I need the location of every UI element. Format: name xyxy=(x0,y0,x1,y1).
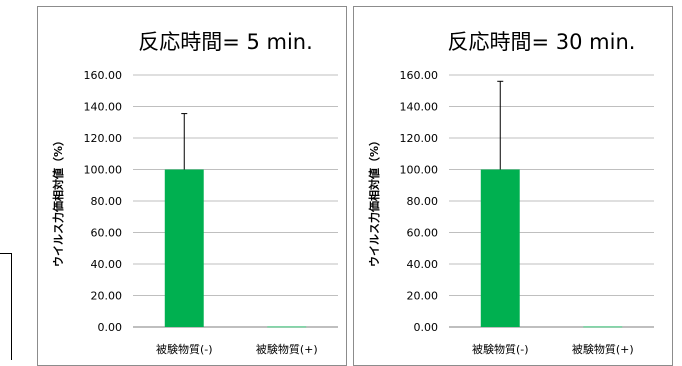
y-tick-label: 80.00 xyxy=(91,195,123,208)
x-tick-label: 被験物質(-) xyxy=(472,342,529,356)
y-axis-label: ウイルス力価相対値（%） xyxy=(367,135,381,267)
y-tick-label: 20.00 xyxy=(407,290,439,303)
y-tick-label: 40.00 xyxy=(407,258,439,271)
chart-5min: 反応時間= 5 min. 0.00 20.00 40.00 60.00 80.00 100.… xyxy=(51,30,338,356)
y-tick-label: 60.00 xyxy=(407,227,439,240)
y-tick-label: 120.00 xyxy=(400,132,439,145)
y-tick-label: 120.00 xyxy=(84,132,123,145)
chart-title: 反応時間= 5 min. xyxy=(138,30,313,54)
y-tick-label: 160.00 xyxy=(84,69,123,82)
side-panel-border xyxy=(0,253,12,360)
y-tick-label: 100.00 xyxy=(400,164,439,177)
y-tick-label: 140.00 xyxy=(400,101,439,114)
chart-panel-5min: 反応時間= 5 min. 0.00 20.00 40.00 60.00 80.00 100.… xyxy=(37,6,347,366)
bar xyxy=(267,326,307,328)
y-tick-label: 20.00 xyxy=(91,290,123,303)
y-tick-label: 0.00 xyxy=(98,321,123,334)
y-tick-label: 0.00 xyxy=(414,321,439,334)
x-tick-label: 被験物質(+) xyxy=(256,342,318,356)
chart-panel-30min: 反応時間= 30 min. 0.00 20.00 40.00 60.00 80.00 100… xyxy=(353,6,673,366)
bar xyxy=(164,169,204,327)
chart-30min: 反応時間= 30 min. 0.00 20.00 40.00 60.00 80.00 100… xyxy=(367,30,654,356)
x-tick-label: 被験物質(+) xyxy=(572,342,634,356)
y-tick-label: 60.00 xyxy=(91,227,123,240)
bar xyxy=(583,326,623,328)
y-tick-label: 100.00 xyxy=(84,164,123,177)
x-tick-label: 被験物質(-) xyxy=(156,342,213,356)
y-tick-label: 40.00 xyxy=(91,258,123,271)
y-tick-label: 140.00 xyxy=(84,101,123,114)
y-axis-label: ウイルス力価相対値（%） xyxy=(51,135,65,267)
y-tick-label: 160.00 xyxy=(400,69,439,82)
chart-title: 反応時間= 30 min. xyxy=(448,30,636,54)
y-tick-label: 80.00 xyxy=(407,195,439,208)
bar xyxy=(480,169,520,327)
